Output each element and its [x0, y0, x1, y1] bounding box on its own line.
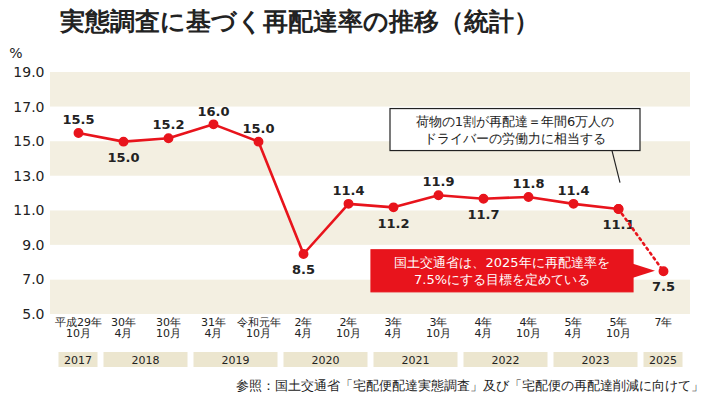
- svg-text:7.0: 7.0: [22, 271, 44, 287]
- svg-text:2年4月: 2年4月: [295, 316, 313, 340]
- svg-text:3年4月: 3年4月: [385, 316, 403, 340]
- html-text:参照：国土交通省「宅配便配達実態調査」及び「宅配便の再配達削: 参照：国土交通省「宅配便配達実態調査」及び「宅配便の再配達削減に向けて」: [236, 378, 704, 393]
- svg-text:平成29年10月: 平成29年10月: [55, 316, 102, 340]
- svg-text:11.4: 11.4: [557, 183, 589, 198]
- svg-text:31年4月: 31年4月: [201, 316, 226, 340]
- svg-text:7.5: 7.5: [652, 279, 675, 294]
- svg-text:11.7: 11.7: [467, 207, 499, 222]
- svg-text:8.5: 8.5: [292, 262, 315, 277]
- svg-text:17.0: 17.0: [13, 99, 44, 115]
- svg-text:2017: 2017: [64, 354, 92, 367]
- svg-text:令和元年10月: 令和元年10月: [237, 316, 281, 340]
- svg-text:11.2: 11.2: [377, 215, 409, 230]
- svg-text:2019: 2019: [222, 354, 250, 367]
- svg-text:15.0: 15.0: [107, 150, 139, 165]
- svg-text:13.0: 13.0: [13, 168, 44, 184]
- svg-text:11.8: 11.8: [512, 176, 544, 191]
- svg-text:5年4月: 5年4月: [565, 316, 583, 340]
- svg-text:15.5: 15.5: [62, 112, 94, 127]
- svg-text:5.0: 5.0: [22, 306, 44, 322]
- svg-text:11.1: 11.1: [602, 217, 635, 233]
- svg-text:15.2: 15.2: [152, 117, 184, 132]
- html-text:実態調査に基づく再配達率の推移（統計）: 実態調査に基づく再配達率の推移（統計）: [60, 7, 539, 36]
- svg-text:11.4: 11.4: [332, 183, 364, 198]
- svg-text:7年: 7年: [655, 316, 673, 329]
- svg-text:30年4月: 30年4月: [111, 316, 136, 340]
- svg-text:2022: 2022: [492, 354, 520, 367]
- svg-text:2年10月: 2年10月: [336, 316, 361, 340]
- svg-text:4年10月: 4年10月: [516, 316, 541, 340]
- svg-text:2025: 2025: [649, 354, 677, 367]
- svg-text:2020: 2020: [312, 354, 340, 367]
- svg-text:30年10月: 30年10月: [156, 316, 181, 340]
- svg-text:%: %: [9, 45, 22, 61]
- svg-text:16.0: 16.0: [197, 104, 229, 119]
- svg-text:荷物の1割が再配達＝年間6万人のドライバーの労働力に相当する: 荷物の1割が再配達＝年間6万人のドライバーの労働力に相当する: [416, 114, 615, 146]
- svg-text:2018: 2018: [132, 354, 160, 367]
- svg-text:15.0: 15.0: [242, 121, 274, 136]
- svg-text:15.0: 15.0: [13, 133, 44, 149]
- svg-text:11.9: 11.9: [422, 174, 454, 189]
- svg-text:19.0: 19.0: [13, 64, 44, 80]
- svg-text:9.0: 9.0: [22, 237, 44, 253]
- svg-text:11.0: 11.0: [13, 202, 44, 218]
- svg-text:国土交通省は、2025年に再配達率を7.5%にする目標を定め: 国土交通省は、2025年に再配達率を7.5%にする目標を定めている: [394, 255, 609, 287]
- svg-text:4年4月: 4年4月: [475, 316, 493, 340]
- svg-text:3年10月: 3年10月: [426, 316, 451, 340]
- svg-text:5年10月: 5年10月: [606, 316, 631, 340]
- svg-text:2023: 2023: [582, 354, 610, 367]
- svg-text:2021: 2021: [402, 354, 430, 367]
